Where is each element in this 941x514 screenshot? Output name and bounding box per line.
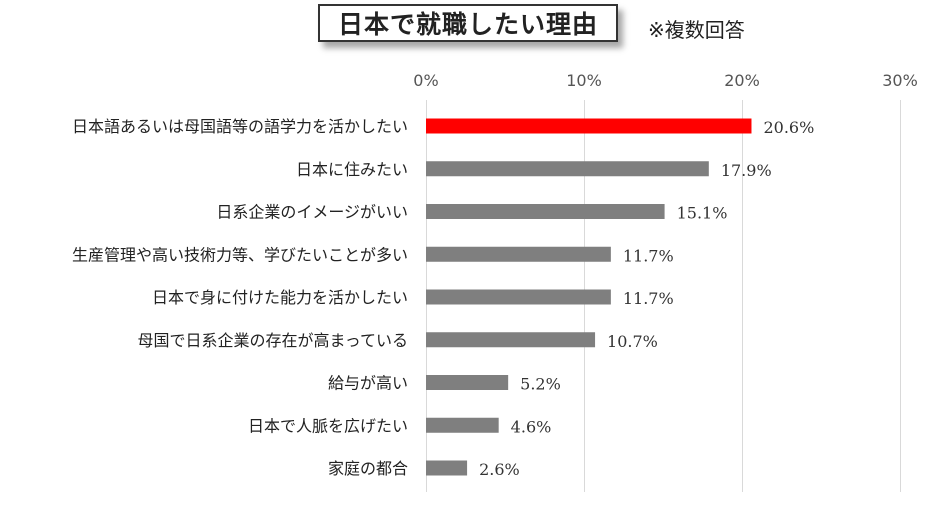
data-label: 11.7% [623,289,674,308]
category-label: 家庭の都合 [328,459,408,478]
category-label: 日本に住みたい [296,160,408,179]
data-label: 17.9% [721,161,772,180]
bar [426,289,611,305]
category-label: 母国で日系企業の存在が高まっている [137,331,408,350]
bar [426,460,468,476]
data-label: 11.7% [623,246,674,265]
x-tick-label: 30% [882,71,918,90]
data-label: 15.1% [677,204,728,223]
x-tick-label: 0% [413,71,438,90]
x-tick-label: 10% [566,71,602,90]
data-labels: 20.6% 17.9% 15.1% 11.7% 11.7% 10.7% 5.2% 4.6% 2.… [479,118,814,479]
x-tick-label: 20% [724,71,760,90]
category-label: 給与が高い [328,374,408,393]
category-labels: 日本語あるいは母国語等の語学力を活かしたい日本に住みたい日系企業のイメージがいい… [72,117,408,478]
category-label: 日本で身に付けた能力を活かしたい [152,288,408,307]
bar [426,118,752,134]
data-label: 4.6% [511,417,552,436]
category-label: 日系企業のイメージがいい [216,203,408,222]
bars [426,118,752,476]
bar [426,204,665,219]
bar [426,375,509,390]
chart-title: 日本で就職したい理由 [318,4,618,42]
data-label: 2.6% [479,460,520,479]
title-note: ※複数回答 [648,18,745,42]
category-label: 日本語あるいは母国語等の語学力を活かしたい [72,117,408,136]
bar [426,246,611,262]
data-label: 10.7% [607,332,658,351]
bar [426,332,596,348]
category-label: 生産管理や高い技術力等、学びたいことが多い [72,245,408,264]
x-axis-tick-labels: 0% 10% 20% 30% [413,71,917,90]
category-label: 日本で人脈を広げたい [248,416,408,435]
bar [426,417,499,433]
bar [426,161,709,177]
data-label: 20.6% [763,118,814,137]
data-label: 5.2% [520,375,561,394]
